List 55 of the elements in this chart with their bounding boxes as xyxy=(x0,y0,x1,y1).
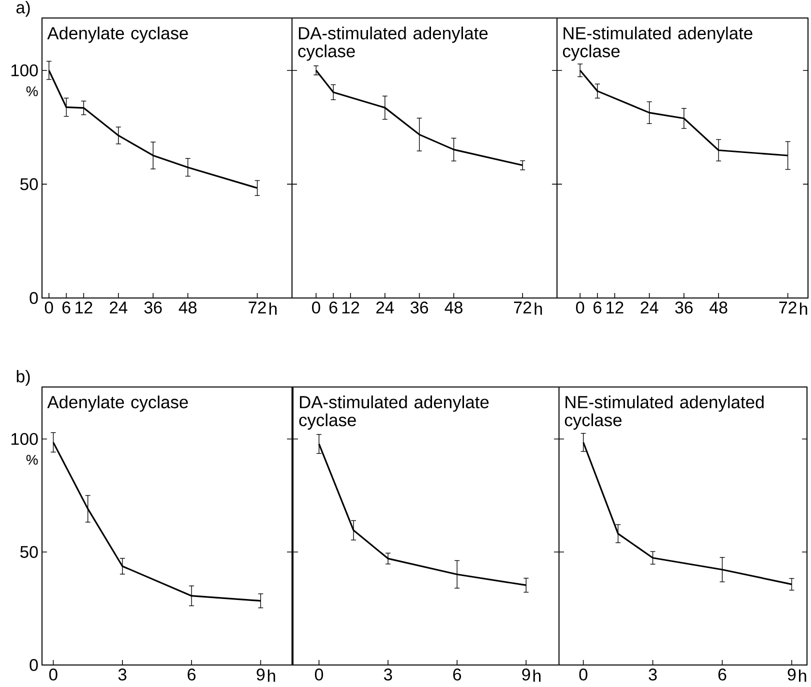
x-tick-label: 0 xyxy=(312,302,320,314)
x-tick-label: 72 xyxy=(514,302,532,314)
text: a) xyxy=(16,1,30,17)
y-tick-label: 50 xyxy=(20,178,38,190)
x-tick-label: 36 xyxy=(675,302,693,314)
y-tick-label: 100 xyxy=(12,64,38,76)
y-axis-title: % xyxy=(26,86,38,96)
y-tick-label: 0 xyxy=(30,659,38,671)
x-axis-title: h xyxy=(798,669,806,682)
x-tick-label: 24 xyxy=(110,302,128,314)
chart-title: Adenylate cyclase xyxy=(47,396,188,412)
x-tick-label: 6 xyxy=(329,302,338,314)
x-tick-label: 6 xyxy=(453,668,462,681)
x-tick-label: 3 xyxy=(384,668,392,681)
x-tick-label: 0 xyxy=(44,302,53,314)
x-tick-label: 72 xyxy=(779,302,796,314)
x-tick-label: 3 xyxy=(648,668,657,681)
y-tick-label: 100 xyxy=(12,432,38,445)
x-tick-label: 48 xyxy=(444,302,462,314)
text: NE-stimulated adenylated cyclase xyxy=(564,396,764,430)
text: DA-stimulated adenylate cyclase xyxy=(298,26,488,61)
x-tick-label: 9 xyxy=(256,668,265,681)
x-tick-label: 6 xyxy=(62,302,70,314)
x-tick-label: 12 xyxy=(76,302,92,314)
y-tick-label: 50 xyxy=(20,546,38,558)
x-tick-label: 6 xyxy=(594,302,602,314)
x-tick-label: 48 xyxy=(710,302,728,314)
x-tick-label: 12 xyxy=(342,302,360,314)
x-axis-title: h xyxy=(800,302,808,315)
x-tick-label: 0 xyxy=(576,302,584,314)
x-tick-label: 0 xyxy=(314,668,324,681)
x-tick-label: 12 xyxy=(606,302,624,314)
x-tick-label: 6 xyxy=(718,668,726,681)
x-tick-label: 36 xyxy=(410,302,428,314)
y-axis-title: % xyxy=(26,454,38,465)
x-tick-label: 9 xyxy=(788,668,796,681)
text: b) xyxy=(16,370,30,386)
chart-title: Adenylate cyclase xyxy=(47,26,188,43)
x-tick-label: 6 xyxy=(188,668,196,681)
x-tick-label: 9 xyxy=(522,668,530,681)
text: DA-stimulated adenylate cyclase xyxy=(299,396,489,430)
text: NE-stimulated adenylate cyclase xyxy=(562,26,752,61)
x-tick-label: 36 xyxy=(144,302,162,314)
x-tick-label: 72 xyxy=(248,302,266,314)
x-tick-label: 0 xyxy=(579,668,588,681)
x-tick-label: 0 xyxy=(49,668,58,681)
x-tick-label: 24 xyxy=(640,302,658,314)
x-tick-label: 3 xyxy=(118,668,126,681)
x-axis-title: h xyxy=(269,302,277,315)
x-tick-label: 24 xyxy=(376,302,394,314)
x-axis-title: h xyxy=(533,669,541,682)
x-tick-label: 48 xyxy=(178,302,197,314)
x-axis-title: h xyxy=(268,669,276,682)
x-axis-title: h xyxy=(534,302,542,315)
y-tick-label: 0 xyxy=(30,292,38,304)
